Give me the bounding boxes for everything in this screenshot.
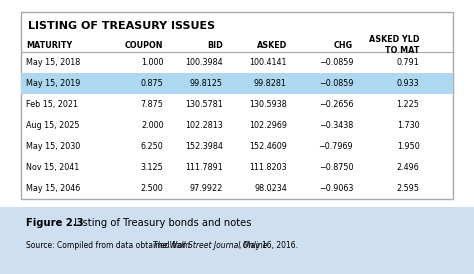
- Text: ASKED YLD
TO MAT: ASKED YLD TO MAT: [369, 35, 419, 55]
- Text: 2.000: 2.000: [141, 121, 164, 130]
- Text: −0.2656: −0.2656: [319, 99, 353, 109]
- Text: 2.595: 2.595: [396, 184, 419, 193]
- Text: 0.791: 0.791: [397, 58, 419, 67]
- Text: 1.225: 1.225: [397, 99, 419, 109]
- Text: 1.730: 1.730: [397, 121, 419, 130]
- Text: 99.8125: 99.8125: [190, 79, 223, 87]
- Text: 111.7891: 111.7891: [185, 163, 223, 172]
- Text: 130.5938: 130.5938: [249, 99, 287, 109]
- Text: 2.496: 2.496: [397, 163, 419, 172]
- FancyBboxPatch shape: [0, 207, 474, 274]
- Text: CHG: CHG: [334, 41, 353, 50]
- Text: 111.8203: 111.8203: [249, 163, 287, 172]
- Text: May 15, 2046: May 15, 2046: [26, 184, 80, 193]
- Text: , May 16, 2016.: , May 16, 2016.: [239, 241, 298, 250]
- Text: −0.0859: −0.0859: [319, 58, 353, 67]
- Text: MATURITY: MATURITY: [26, 41, 73, 50]
- Text: 152.4609: 152.4609: [249, 142, 287, 151]
- Text: 1.950: 1.950: [397, 142, 419, 151]
- Text: May 15, 2030: May 15, 2030: [26, 142, 80, 151]
- Text: 0.875: 0.875: [141, 79, 164, 87]
- Text: −0.0859: −0.0859: [319, 79, 353, 87]
- Text: −0.3438: −0.3438: [319, 121, 353, 130]
- Text: Source: Compiled from data obtained from: Source: Compiled from data obtained from: [26, 241, 192, 250]
- Text: Figure 2.3: Figure 2.3: [26, 218, 83, 228]
- Text: 99.8281: 99.8281: [254, 79, 287, 87]
- Text: Feb 15, 2021: Feb 15, 2021: [26, 99, 78, 109]
- Text: 102.2813: 102.2813: [185, 121, 223, 130]
- Text: COUPON: COUPON: [125, 41, 164, 50]
- Text: Listing of Treasury bonds and notes: Listing of Treasury bonds and notes: [71, 218, 252, 228]
- Text: Nov 15, 2041: Nov 15, 2041: [26, 163, 79, 172]
- Text: 7.875: 7.875: [141, 99, 164, 109]
- Text: −0.7969: −0.7969: [319, 142, 353, 151]
- Text: 97.9922: 97.9922: [190, 184, 223, 193]
- Text: 98.0234: 98.0234: [254, 184, 287, 193]
- Text: 6.250: 6.250: [141, 142, 164, 151]
- Text: 1.000: 1.000: [141, 58, 164, 67]
- Text: May 15, 2019: May 15, 2019: [26, 79, 81, 87]
- Text: ASKED: ASKED: [256, 41, 287, 50]
- Text: The Wall Street Journal Online: The Wall Street Journal Online: [153, 241, 268, 250]
- FancyBboxPatch shape: [21, 12, 453, 199]
- Text: 0.933: 0.933: [397, 79, 419, 87]
- Text: 102.2969: 102.2969: [249, 121, 287, 130]
- Text: May 15, 2018: May 15, 2018: [26, 58, 80, 67]
- Text: −0.9063: −0.9063: [319, 184, 353, 193]
- Text: −0.8750: −0.8750: [319, 163, 353, 172]
- Text: LISTING OF TREASURY ISSUES: LISTING OF TREASURY ISSUES: [28, 21, 216, 31]
- Text: 130.5781: 130.5781: [185, 99, 223, 109]
- Text: BID: BID: [207, 41, 223, 50]
- Text: 100.3984: 100.3984: [185, 58, 223, 67]
- Text: Aug 15, 2025: Aug 15, 2025: [26, 121, 80, 130]
- Text: 100.4141: 100.4141: [249, 58, 287, 67]
- FancyBboxPatch shape: [21, 73, 453, 93]
- Text: 2.500: 2.500: [141, 184, 164, 193]
- Text: 152.3984: 152.3984: [185, 142, 223, 151]
- Text: 3.125: 3.125: [141, 163, 164, 172]
